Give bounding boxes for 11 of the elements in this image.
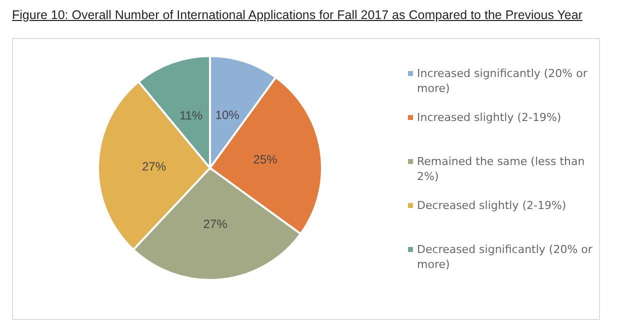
- legend-label: Decreased significantly (20% or more): [417, 242, 594, 272]
- legend-label: Decreased slightly (2-19%): [417, 198, 566, 213]
- data-label: 10%: [215, 108, 240, 122]
- legend-label: Increased slightly (2-19%): [417, 110, 562, 125]
- data-label: 27%: [203, 217, 228, 232]
- data-label: 25%: [253, 152, 278, 166]
- data-label: 27%: [142, 160, 166, 174]
- chart-title: Figure 10: Overall Number of International Applications for Fall 2017 as Compared to the Previous Year: [12, 8, 582, 22]
- legend-label: Remained the same (less than 2%): [417, 154, 586, 184]
- legend-label: Increased significantly (20% or more): [417, 66, 588, 96]
- data-label: 11%: [179, 108, 203, 123]
